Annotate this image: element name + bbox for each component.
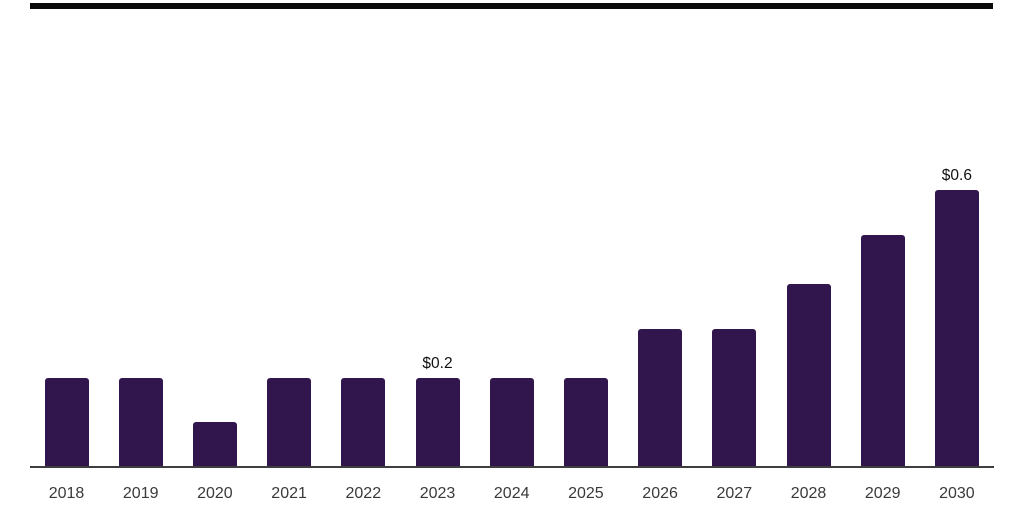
- chart-top-rule: [30, 3, 993, 9]
- x-tick-label-2026: 2026: [642, 485, 678, 502]
- data-label-2023: $0.2: [422, 355, 453, 372]
- data-label-2030: $0.6: [941, 167, 972, 184]
- bar-2023: [415, 378, 460, 467]
- bar-2024: [489, 378, 534, 467]
- bar-2030: [934, 190, 979, 467]
- x-tick-label-2021: 2021: [271, 485, 307, 502]
- bar-2027: [712, 329, 757, 467]
- x-axis-line: [30, 466, 994, 468]
- bar-2019: [118, 378, 163, 467]
- bar-2018: [44, 378, 89, 467]
- x-tick-label-2025: 2025: [568, 485, 604, 502]
- x-tick-label-2022: 2022: [345, 485, 382, 502]
- x-tick-label-2030: 2030: [939, 485, 975, 502]
- x-tick-label-2018: 2018: [48, 485, 85, 502]
- x-tick-label-2019: 2019: [122, 485, 159, 502]
- bar-2022: [341, 378, 386, 467]
- x-tick-label-2020: 2020: [197, 485, 233, 502]
- bar-2021: [267, 378, 312, 467]
- x-tick-label-2028: 2028: [790, 485, 827, 502]
- x-tick-label-2027: 2027: [716, 485, 753, 502]
- x-tick-label-2023: 2023: [419, 485, 456, 502]
- bar-2029: [860, 235, 905, 467]
- x-tick-label-2024: 2024: [493, 485, 530, 502]
- bar-2028: [786, 284, 831, 467]
- bar-2026: [638, 329, 683, 467]
- bar-2020: [192, 422, 237, 467]
- x-tick-label-2029: 2029: [864, 485, 901, 502]
- bar-2025: [563, 378, 608, 467]
